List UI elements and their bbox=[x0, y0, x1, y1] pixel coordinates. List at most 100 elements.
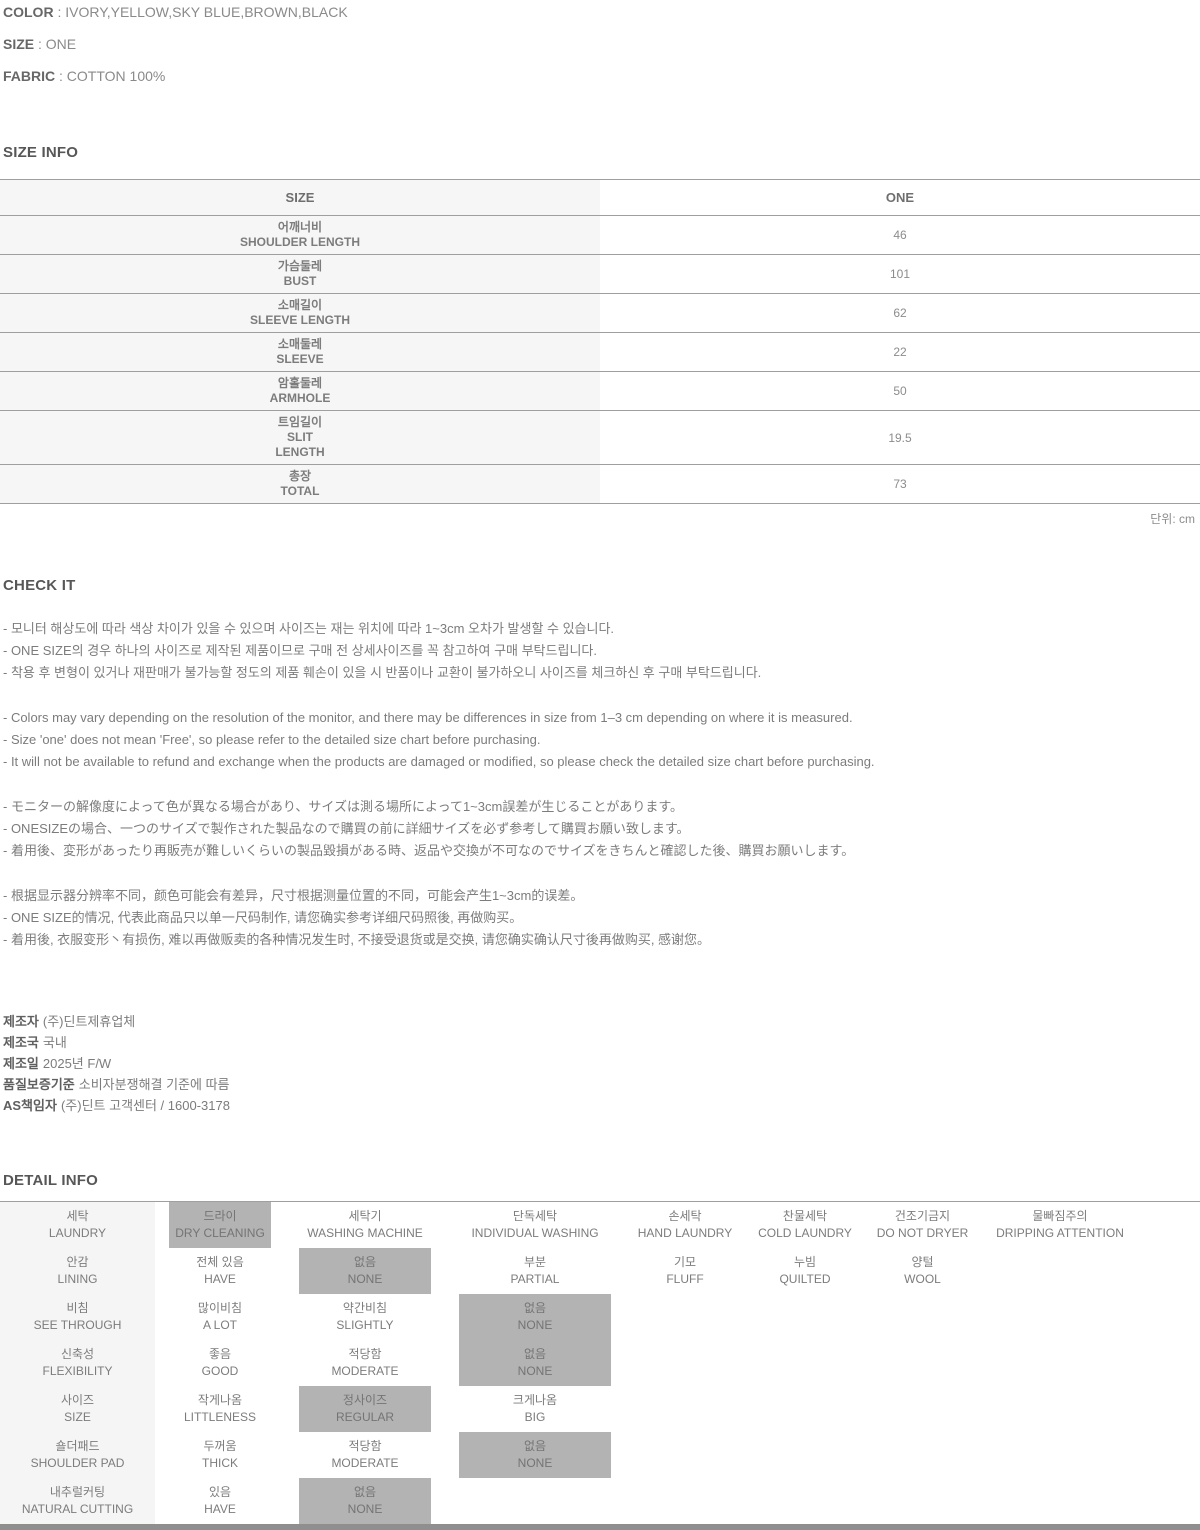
detail-cell-english: FLUFF bbox=[666, 1272, 704, 1286]
detail-cell-korean: 드라이 bbox=[203, 1209, 237, 1223]
detail-cell-english: LITTLENESS bbox=[183, 1410, 257, 1424]
check-note-group: - Colors may vary depending on the resol… bbox=[3, 707, 1200, 773]
manufacturer-field-label: AS책임자 bbox=[3, 1098, 57, 1113]
size-metric-cell: 소매길이 SLEEVE LENGTH bbox=[0, 293, 600, 333]
detail-cell-korean: 없음 bbox=[523, 1301, 547, 1315]
detail-cell-english: HAVE bbox=[204, 1272, 236, 1286]
check-note-line: - ONESIZEの場合、一つのサイズで製作された製品なので購買の前に詳細サイズ… bbox=[3, 821, 690, 836]
manufacturer-field-value: (주)딘트 고객센터 / 1600-3178 bbox=[60, 1098, 230, 1113]
size-info-heading: SIZE INFO bbox=[3, 144, 79, 161]
size-value-cell: 101 bbox=[889, 267, 911, 281]
detail-option-cell: 없음 NONE bbox=[299, 1248, 431, 1294]
manufacturer-line: 품질보증기준 소비자분쟁해결 기준에 따름 bbox=[3, 1074, 1200, 1095]
detail-cell-english: DO NOT DRYER bbox=[876, 1226, 969, 1240]
separator: : bbox=[53, 4, 66, 20]
detail-cell-english: A LOT bbox=[202, 1318, 237, 1332]
detail-option-cell: 세탁기 WASHING MACHINE bbox=[285, 1202, 445, 1248]
detail-label-cell: 내추럴커팅 NATURAL CUTTING bbox=[0, 1478, 155, 1524]
product-summary: COLOR : IVORY,YELLOW,SKY BLUE,BROWN,BLAC… bbox=[0, 2, 1200, 86]
detail-row: 사이즈 SIZE 작게나옴 LITTLENESS 정사이즈 REGULAR 크게… bbox=[0, 1386, 1200, 1432]
detail-row: 세탁 LAUNDRY 드라이 DRY CLEANING 세탁기 WASHING … bbox=[0, 1202, 1200, 1248]
detail-option-cell: 드라이 DRY CLEANING bbox=[169, 1202, 271, 1248]
check-note-line: - 着用後, 衣服变形丶有损伤, 难以再做贩卖的各种情况发生时, 不接受退货或是… bbox=[3, 932, 711, 947]
detail-cell-english: MODERATE bbox=[331, 1364, 399, 1378]
manufacturer-line: AS책임자 (주)딘트 고객센터 / 1600-3178 bbox=[3, 1095, 1200, 1116]
size-metric-korean: 암홀둘레 bbox=[277, 376, 323, 390]
detail-option-cell: 약간비침 SLIGHTLY bbox=[285, 1294, 445, 1340]
detail-cell-korean: 약간비침 bbox=[342, 1301, 388, 1315]
manufacturer-field-value: 국내 bbox=[42, 1035, 67, 1050]
detail-cell-english: LINING bbox=[57, 1272, 98, 1286]
manufacturer-field-label: 제조자 bbox=[3, 1014, 39, 1029]
size-table-row: 소매길이 SLEEVE LENGTH 62 bbox=[0, 293, 1200, 333]
detail-option-cell: 없음 NONE bbox=[459, 1340, 611, 1386]
detail-info-heading: DETAIL INFO bbox=[3, 1172, 98, 1189]
size-metric-korean: 트임길이 bbox=[277, 415, 323, 429]
separator: : bbox=[55, 68, 67, 84]
detail-cell-korean: 크게나옴 bbox=[512, 1393, 558, 1407]
detail-row: 내추럴커팅 NATURAL CUTTING 있음 HAVE 없음 NONE bbox=[0, 1478, 1200, 1524]
check-note-group: - モニターの解像度によって色が異なる場合があり、サイズは測る場所によって1~3… bbox=[3, 796, 1200, 862]
manufacturer-line: 제조자 (주)딘트제휴업체 bbox=[3, 1011, 1200, 1032]
separator: : bbox=[34, 36, 46, 52]
check-note-group: - 根据显示器分辨率不同，颜色可能会有差异，尺寸根据测量位置的不同，可能会产生1… bbox=[3, 885, 1200, 951]
detail-cell-english: NONE bbox=[517, 1456, 553, 1470]
detail-cell-korean: 없음 bbox=[353, 1255, 377, 1269]
detail-option-cell: 누빔 QUILTED bbox=[745, 1248, 865, 1294]
manufacturer-field-label: 품질보증기준 bbox=[3, 1077, 75, 1092]
size-table: SIZE ONE 어깨너비 SHOULDER LENGTH 46 가슴둘레 BU… bbox=[0, 179, 1200, 504]
detail-label-cell: 세탁 LAUNDRY bbox=[0, 1202, 155, 1248]
detail-cell-korean: 부분 bbox=[523, 1255, 547, 1269]
size-metric-cell: 암홀둘레 ARMHOLE bbox=[0, 371, 600, 411]
size-metric-english: TOTAL bbox=[280, 484, 320, 498]
detail-cell-english: SHOULDER PAD bbox=[30, 1456, 125, 1470]
detail-option-cell: 크게나옴 BIG bbox=[445, 1386, 625, 1432]
detail-cell-english: MODERATE bbox=[331, 1456, 399, 1470]
manufacturer-line: 제조국 국내 bbox=[3, 1032, 1200, 1053]
detail-option-cell: 없음 NONE bbox=[299, 1478, 431, 1524]
detail-cell-korean: 없음 bbox=[523, 1347, 547, 1361]
detail-option-cell: 물빠짐주의 DRIPPING ATTENTION bbox=[980, 1202, 1140, 1248]
detail-cell-korean: 손세탁 bbox=[668, 1209, 702, 1223]
size-metric-english: SLIT LENGTH bbox=[275, 430, 325, 459]
size-metric-cell: 어깨너비 SHOULDER LENGTH bbox=[0, 215, 600, 255]
detail-cell-korean: 누빔 bbox=[793, 1255, 817, 1269]
check-note-line: - ONE SIZE의 경우 하나의 사이즈로 제작된 제품이므로 구매 전 상… bbox=[3, 643, 597, 658]
detail-row: 숄더패드 SHOULDER PAD 두꺼움 THICK 적당함 MODERATE… bbox=[0, 1432, 1200, 1478]
detail-cell-english: GOOD bbox=[201, 1364, 239, 1378]
detail-cell-korean: 안감 bbox=[66, 1255, 89, 1269]
size-value-cell: 19.5 bbox=[888, 430, 912, 445]
check-note-line: - Size 'one' does not mean 'Free', so pl… bbox=[3, 732, 541, 747]
detail-option-cell: 부분 PARTIAL bbox=[445, 1248, 625, 1294]
check-note-line: - 착용 후 변형이 있거나 재판매가 불가능할 정도의 제품 훼손이 있을 시… bbox=[3, 665, 762, 680]
fabric-label: FABRIC bbox=[3, 68, 56, 84]
check-note-line: - It will not be available to refund and… bbox=[3, 754, 875, 769]
detail-option-cell: 있음 HAVE bbox=[155, 1478, 285, 1524]
detail-label-cell: 신축성 FLEXIBILITY bbox=[0, 1340, 155, 1386]
fabric-value: COTTON 100% bbox=[66, 68, 166, 84]
detail-cell-english: INDIVIDUAL WASHING bbox=[471, 1226, 599, 1240]
detail-row: 안감 LINING 전체 있음 HAVE 없음 NONE 부분 PARTIAL … bbox=[0, 1248, 1200, 1294]
detail-cell-english: HAND LAUNDRY bbox=[637, 1226, 733, 1240]
detail-cell-english: LAUNDRY bbox=[48, 1226, 107, 1240]
check-it-heading: CHECK IT bbox=[3, 577, 76, 594]
detail-cell-korean: 사이즈 bbox=[60, 1393, 95, 1407]
detail-option-cell: 좋음 GOOD bbox=[155, 1340, 285, 1386]
detail-cell-korean: 적당함 bbox=[348, 1439, 382, 1453]
detail-row: 신축성 FLEXIBILITY 좋음 GOOD 적당함 MODERATE 없음 … bbox=[0, 1340, 1200, 1386]
detail-cell-english: COLD LAUNDRY bbox=[758, 1226, 852, 1240]
detail-cell-english: WASHING MACHINE bbox=[307, 1226, 423, 1240]
detail-cell-korean: 숄더패드 bbox=[55, 1439, 100, 1453]
size-metric-english: SLEEVE bbox=[276, 352, 324, 366]
detail-cell-korean: 세탁 bbox=[66, 1209, 89, 1223]
detail-option-cell: 손세탁 HAND LAUNDRY bbox=[625, 1202, 745, 1248]
unit-note: 단위: cm bbox=[1150, 512, 1195, 526]
detail-cell-korean: 신축성 bbox=[60, 1347, 95, 1361]
size-table-row: 소매둘레 SLEEVE 22 bbox=[0, 332, 1200, 372]
detail-table: 세탁 LAUNDRY 드라이 DRY CLEANING 세탁기 WASHING … bbox=[0, 1201, 1200, 1530]
detail-cell-english: NONE bbox=[517, 1318, 553, 1332]
detail-cell-korean: 내추럴커팅 bbox=[49, 1485, 106, 1499]
detail-cell-english: NONE bbox=[517, 1364, 553, 1378]
manufacturer-line: 제조일 2025년 F/W bbox=[3, 1053, 1200, 1074]
size-table-header-value: ONE bbox=[885, 190, 915, 205]
